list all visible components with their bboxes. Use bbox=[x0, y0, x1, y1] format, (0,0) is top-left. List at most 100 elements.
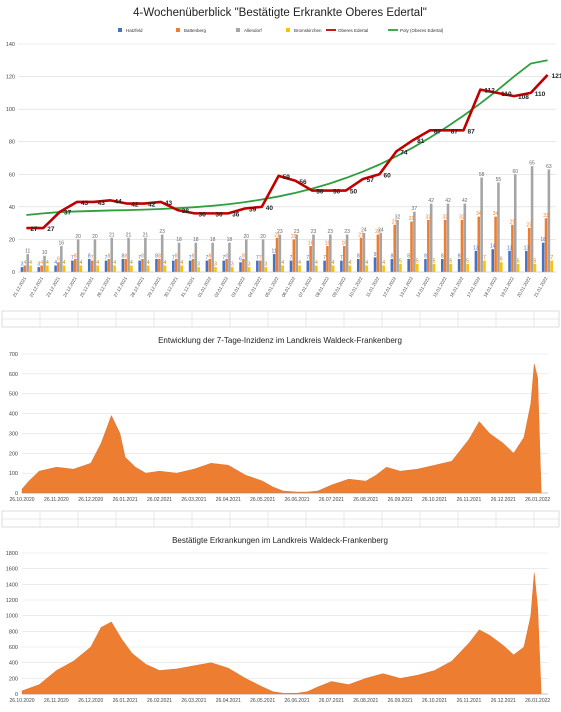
bar-data-label: 7 bbox=[256, 255, 259, 261]
bar-data-label: 8 bbox=[88, 253, 91, 259]
x-tick-label: 13.01.2022 bbox=[398, 276, 414, 298]
bar-data-label: 8 bbox=[424, 253, 427, 259]
bar-data-label: 3 bbox=[21, 262, 24, 268]
bar bbox=[373, 257, 377, 272]
line-data-label: 39 bbox=[249, 206, 257, 213]
bar bbox=[141, 258, 144, 272]
y-tick-label: 100 bbox=[9, 471, 18, 477]
y-tick-label: 1200 bbox=[6, 598, 18, 604]
x-tick-label: 26.04.2021 bbox=[216, 698, 241, 704]
bar bbox=[124, 258, 127, 272]
bar bbox=[441, 258, 444, 272]
bar bbox=[43, 255, 46, 272]
bar bbox=[516, 263, 520, 272]
bar-data-label: 23 bbox=[159, 229, 165, 235]
x-tick-label: 26.01.2021 bbox=[113, 698, 138, 704]
bar-data-label: 4 bbox=[349, 260, 352, 266]
bar-data-label: 55 bbox=[496, 177, 502, 183]
bar bbox=[432, 263, 436, 272]
bar-data-label: 20 bbox=[75, 234, 81, 240]
x-tick-label: 26.02.2021 bbox=[147, 497, 172, 503]
bar-data-label: 7 bbox=[550, 255, 553, 261]
x-tick-label: 26.09.2021 bbox=[388, 497, 413, 503]
bar bbox=[180, 265, 184, 272]
y-tick-label: 200 bbox=[9, 451, 18, 457]
x-tick-label: 20.01.2022 bbox=[516, 276, 532, 298]
bar-data-label: 20 bbox=[243, 234, 249, 240]
y-tick-label: 100 bbox=[6, 107, 15, 113]
y-tick-label: 500 bbox=[9, 392, 18, 398]
legend-label: Oberes Edertal bbox=[338, 28, 368, 33]
line-data-label: 40 bbox=[266, 205, 274, 212]
bar bbox=[172, 260, 175, 272]
bar bbox=[511, 224, 514, 272]
line-data-label: 108 bbox=[518, 94, 529, 101]
line-data-label: 60 bbox=[383, 172, 391, 179]
bar-data-label: 4 bbox=[40, 260, 43, 266]
bar-data-label: 32 bbox=[442, 214, 448, 220]
line-data-label: 37 bbox=[64, 210, 72, 217]
y-tick-label: 700 bbox=[9, 352, 18, 358]
bar-data-label: 23 bbox=[328, 229, 334, 235]
bar bbox=[264, 267, 268, 272]
y-tick-label: 600 bbox=[9, 372, 18, 378]
bar bbox=[379, 232, 383, 272]
x-tick-label: 10.01.2022 bbox=[348, 276, 364, 298]
bar bbox=[449, 263, 453, 272]
bar bbox=[393, 224, 396, 272]
bar bbox=[424, 258, 427, 272]
x-tick-label: 02.01.2022 bbox=[213, 276, 229, 298]
bar bbox=[76, 239, 80, 272]
x-tick-label: 06.01.2022 bbox=[281, 276, 297, 298]
legend-swatch bbox=[118, 28, 122, 32]
bar bbox=[413, 211, 416, 272]
bar bbox=[340, 260, 343, 272]
y-tick-label: 40 bbox=[9, 205, 15, 211]
bar bbox=[261, 239, 265, 272]
y-tick-label: 0 bbox=[15, 491, 18, 497]
bar bbox=[483, 260, 486, 272]
line-data-label: 56 bbox=[299, 179, 307, 186]
bar-data-label: 29 bbox=[510, 219, 516, 225]
chart-title: Entwicklung der 7-Tage-Inzidenz im Landk… bbox=[158, 336, 402, 345]
bar bbox=[446, 203, 450, 272]
bar-data-label: 33 bbox=[543, 213, 549, 219]
line-data-labels: 27 27 37 43 43 44 42 42 43 38 36 36 36 39 40 59 56 50 50 50… bbox=[30, 73, 561, 233]
y-tick-label: 600 bbox=[9, 645, 18, 651]
bar bbox=[281, 265, 285, 272]
y-tick-label: 0 bbox=[15, 692, 18, 698]
bar-data-label: 18 bbox=[540, 237, 546, 243]
bar bbox=[359, 237, 363, 272]
bar-data-label: 6 bbox=[57, 257, 60, 263]
line-data-label: 27 bbox=[47, 226, 55, 233]
bar bbox=[312, 234, 315, 272]
bar bbox=[194, 242, 198, 272]
bar-data-label: 32 bbox=[459, 214, 465, 220]
line-data-label: 43 bbox=[81, 200, 89, 207]
x-tick-label: 26.12.2020 bbox=[78, 698, 103, 704]
bar bbox=[550, 260, 554, 272]
legend-label: Bromskirchen bbox=[294, 28, 322, 33]
x-tick-labels: 26.10.2020 26.11.2020 26.12.2020 26.01.2021… bbox=[9, 693, 550, 704]
bar bbox=[443, 219, 447, 272]
line-data-label: 43 bbox=[165, 200, 173, 207]
y-tick-label: 60 bbox=[9, 172, 15, 178]
bar bbox=[289, 260, 293, 272]
bar bbox=[138, 260, 141, 272]
bar bbox=[155, 258, 158, 272]
bar bbox=[26, 254, 29, 272]
bar-data-label: 5 bbox=[517, 258, 520, 264]
bar-data-label: 21 bbox=[126, 232, 132, 238]
bar bbox=[37, 267, 41, 272]
bar-data-label: 16 bbox=[341, 240, 347, 246]
x-tick-label: 26.04.2021 bbox=[216, 497, 241, 503]
bar-data-label: 7 bbox=[91, 255, 94, 261]
bar-data-label: 10 bbox=[42, 250, 48, 256]
line-data-label: 57 bbox=[367, 177, 375, 184]
bar bbox=[23, 265, 27, 272]
y-tick-label: 80 bbox=[9, 140, 15, 146]
bar-data-label: 13 bbox=[507, 245, 513, 251]
bar bbox=[222, 260, 226, 272]
bar bbox=[197, 267, 200, 272]
